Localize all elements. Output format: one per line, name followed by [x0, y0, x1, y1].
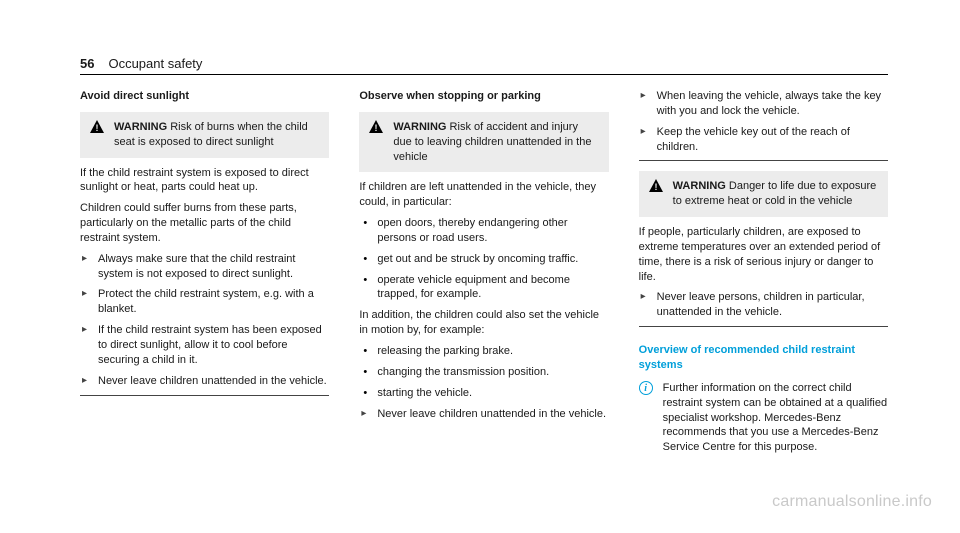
warning-text: WARNING Risk of accident and injury due … [393, 120, 598, 165]
col3-p1: If people, particularly children, are ex… [639, 225, 888, 284]
list-item: Never leave children unattended in the v… [80, 374, 329, 389]
info-icon: i [639, 381, 653, 395]
col1-p2: Children could suffer burns from these p… [80, 201, 329, 246]
warning-text: WARNING Danger to life due to expo­sure … [673, 179, 878, 209]
list-item: When leaving the vehicle, always take th… [639, 89, 888, 119]
list-item: Protect the child restraint system, e.g.… [80, 287, 329, 317]
warning-triangle-icon: ! [649, 179, 663, 209]
warning-label: WARNING [393, 121, 446, 133]
list-item: starting the vehicle. [359, 386, 608, 401]
warning-label: WARNING [673, 180, 726, 192]
list-item: Always make sure that the child restrain… [80, 252, 329, 282]
col1-action-list: Always make sure that the child restrain… [80, 252, 329, 389]
divider [639, 160, 888, 161]
svg-text:!: ! [96, 123, 99, 133]
column-2: Observe when stopping or parking ! WARNI… [359, 89, 608, 461]
content-columns: Avoid direct sunlight ! WARNING Risk of … [80, 89, 888, 461]
warning-label: WARNING [114, 121, 167, 133]
list-item: Never leave persons, children in partic­… [639, 290, 888, 320]
info-text: Further information on the correct child… [663, 381, 888, 455]
col2-bullet-list-2: releasing the parking brake. changing th… [359, 344, 608, 401]
warning-box-unattended: ! WARNING Risk of accident and injury du… [359, 112, 608, 173]
warning-box-sunlight: ! WARNING Risk of burns when the child s… [80, 112, 329, 158]
col1-heading: Avoid direct sunlight [80, 89, 329, 104]
list-item: changing the transmission position. [359, 365, 608, 380]
list-item: get out and be struck by oncoming traf­f… [359, 252, 608, 267]
warning-text: WARNING Risk of burns when the child sea… [114, 120, 319, 150]
overview-heading: Overview of recommended child restraint … [639, 343, 888, 373]
col3-action-list-top: When leaving the vehicle, always take th… [639, 89, 888, 154]
column-1: Avoid direct sunlight ! WARNING Risk of … [80, 89, 329, 461]
page-number: 56 [80, 56, 94, 71]
list-item: open doors, thereby endangering other pe… [359, 216, 608, 246]
manual-page: 56 Occupant safety Avoid direct sunlight… [0, 0, 960, 491]
list-item: releasing the parking brake. [359, 344, 608, 359]
col2-heading: Observe when stopping or parking [359, 89, 608, 104]
col2-p1: If children are left unattended in the v… [359, 180, 608, 210]
watermark: carmanualsonline.info [772, 493, 932, 511]
page-header: 56 Occupant safety [80, 56, 888, 75]
section-title: Occupant safety [108, 56, 202, 71]
column-3: When leaving the vehicle, always take th… [639, 89, 888, 461]
list-item: If the child restraint system has been e… [80, 323, 329, 368]
col2-p2: In addition, the children could also set… [359, 308, 608, 338]
warning-box-temperature: ! WARNING Danger to life due to expo­sur… [639, 171, 888, 217]
info-note: i Further information on the correct chi… [639, 381, 888, 455]
col2-action-list: Never leave children unattended in the v… [359, 407, 608, 422]
col1-p1: If the child restraint system is exposed… [80, 166, 329, 196]
divider [80, 395, 329, 396]
list-item: Never leave children unattended in the v… [359, 407, 608, 422]
list-item: operate vehicle equipment and become tra… [359, 273, 608, 303]
svg-text:!: ! [375, 123, 378, 133]
col3-action-list-bottom: Never leave persons, children in partic­… [639, 290, 888, 320]
col2-bullet-list-1: open doors, thereby endangering other pe… [359, 216, 608, 302]
divider [639, 326, 888, 327]
warning-triangle-icon: ! [369, 120, 383, 165]
warning-triangle-icon: ! [90, 120, 104, 150]
svg-text:!: ! [654, 183, 657, 193]
list-item: Keep the vehicle key out of the reach of… [639, 125, 888, 155]
